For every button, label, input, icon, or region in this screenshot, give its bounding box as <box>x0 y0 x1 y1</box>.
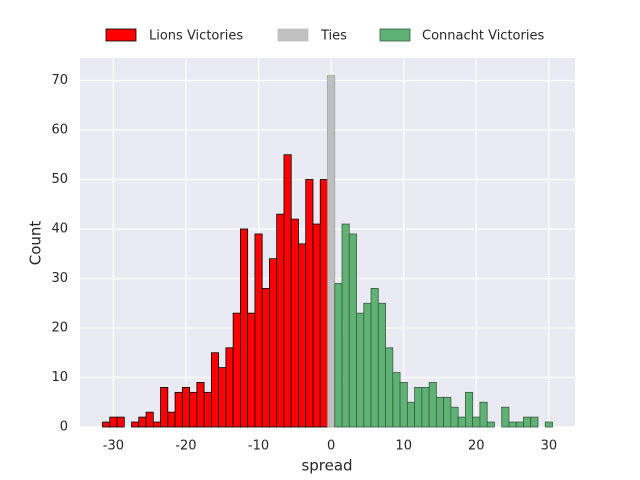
bar <box>290 218 299 428</box>
bar <box>515 421 524 428</box>
bar <box>240 228 249 428</box>
bar <box>283 154 292 428</box>
y-tick-label: 30 <box>51 271 68 286</box>
x-tick-label: 0 <box>327 439 335 454</box>
x-tick-label: 10 <box>395 439 412 454</box>
y-tick-label: 70 <box>51 73 68 88</box>
bar <box>131 421 140 428</box>
bar <box>356 312 365 428</box>
bar <box>261 288 270 428</box>
bar <box>421 387 430 428</box>
bar <box>276 213 285 428</box>
bar <box>479 401 488 428</box>
bar <box>428 382 437 428</box>
bar <box>305 179 314 428</box>
bar <box>544 421 553 428</box>
bar <box>334 283 343 428</box>
legend-label: Ties <box>320 29 347 44</box>
x-tick-label: 30 <box>541 439 558 454</box>
bar <box>312 223 321 428</box>
bar <box>435 396 445 428</box>
bar <box>254 233 263 428</box>
bar <box>406 401 415 428</box>
bar <box>370 288 379 428</box>
bar <box>189 391 198 428</box>
bar <box>501 406 510 428</box>
bar <box>109 416 118 428</box>
bar <box>472 416 481 428</box>
bar <box>457 416 466 428</box>
y-tick-label: 50 <box>51 172 68 187</box>
legend-swatch <box>379 28 411 42</box>
bar <box>167 411 176 428</box>
bar <box>247 312 256 428</box>
bar <box>399 382 408 428</box>
bar <box>465 391 474 428</box>
bar <box>363 302 372 428</box>
bar <box>392 372 401 428</box>
x-tick-label: -10 <box>248 439 269 454</box>
bar <box>327 75 336 428</box>
bar <box>443 396 452 428</box>
bar <box>102 421 111 428</box>
bar <box>385 347 394 428</box>
legend-swatch <box>277 28 309 42</box>
y-tick-label: 60 <box>51 123 68 138</box>
bar <box>232 312 241 428</box>
x-axis-label: spread <box>301 457 352 475</box>
bar <box>508 421 517 428</box>
bar <box>152 421 161 428</box>
bar <box>203 391 212 428</box>
bar <box>174 391 183 428</box>
bar <box>486 421 495 428</box>
y-tick-label: 10 <box>51 370 68 385</box>
y-axis-label: Count <box>27 221 45 266</box>
bar <box>348 233 357 428</box>
bar <box>523 416 532 428</box>
legend-swatch <box>105 28 137 42</box>
bar <box>210 352 220 428</box>
y-tick-label: 20 <box>51 321 68 336</box>
bar <box>116 416 125 428</box>
bar <box>225 347 234 428</box>
y-tick-label: 0 <box>60 420 68 435</box>
bar <box>319 179 328 428</box>
bar <box>218 367 227 428</box>
legend-label: Connacht Victories <box>422 29 544 44</box>
x-tick-label: 20 <box>468 439 485 454</box>
x-tick-label: -30 <box>103 439 124 454</box>
bar <box>138 416 147 428</box>
bar <box>450 406 459 428</box>
bar <box>341 223 350 428</box>
y-tick-label: 40 <box>51 222 68 237</box>
bar <box>377 302 386 428</box>
bar <box>414 387 423 428</box>
bar <box>181 387 190 428</box>
bar <box>298 243 307 428</box>
bar <box>196 382 205 428</box>
bar <box>269 258 278 428</box>
bar <box>160 387 169 428</box>
x-tick-label: -20 <box>175 439 196 454</box>
bar <box>145 411 154 428</box>
bar <box>530 416 539 428</box>
legend-label: Lions Victories <box>149 29 243 44</box>
